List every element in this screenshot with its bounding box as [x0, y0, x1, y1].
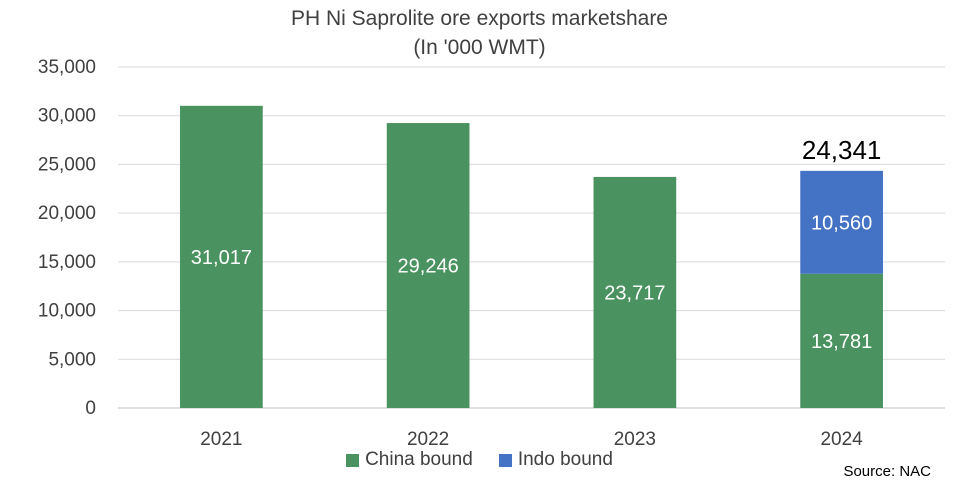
x-tick-label: 2022 — [407, 429, 449, 450]
y-tick-label: 0 — [85, 398, 96, 419]
data-labels: 31,017 29,246 23,717 13,781 10,560 24,341 — [191, 135, 882, 353]
bar-china-bound-2022 — [386, 123, 470, 409]
bar-indo-bound-2024 — [800, 170, 883, 274]
data-label: 23,717 — [604, 282, 665, 304]
data-label: 13,781 — [811, 331, 872, 353]
bar-china-bound-2023 — [593, 176, 677, 408]
legend-item-china-bound: China bound — [346, 449, 473, 471]
legend-swatch-indo-bound — [498, 453, 512, 467]
x-tick-label: 2023 — [614, 429, 656, 450]
bar-china-bound-2024 — [800, 273, 883, 408]
legend-label-china-bound: China bound — [365, 449, 473, 470]
chart-title: PH Ni Saprolite ore exports marketshare — [291, 7, 668, 30]
data-label: 29,246 — [398, 256, 459, 278]
legend-label-indo-bound: Indo bound — [517, 449, 613, 470]
source-note: Source: NAC — [843, 463, 931, 480]
data-label: 31,017 — [191, 247, 252, 269]
bar-china-bound-2021 — [180, 105, 263, 409]
bars — [180, 105, 883, 409]
y-tick-label: 20,000 — [38, 203, 96, 224]
x-tick-label: 2024 — [820, 429, 863, 450]
y-tick-label: 25,000 — [38, 154, 96, 175]
x-axis-tick-labels: 2021 2022 2023 2024 — [200, 429, 863, 450]
y-tick-label: 30,000 — [38, 106, 96, 127]
total-label: 24,341 — [802, 135, 882, 165]
y-tick-label: 5,000 — [48, 349, 96, 370]
legend-swatch-china-bound — [346, 453, 360, 467]
y-tick-label: 10,000 — [38, 301, 96, 322]
y-axis-tick-labels: 0 5,000 10,000 15,000 20,000 25,000 30,000 35,0… — [38, 57, 96, 419]
y-tick-label: 15,000 — [38, 252, 96, 273]
y-tick-label: 35,000 — [38, 57, 96, 78]
chart-subtitle: (In '000 WMT) — [413, 36, 546, 59]
data-label: 10,560 — [811, 212, 872, 234]
legend: China bound Indo bound — [0, 449, 959, 471]
legend-item-indo-bound: Indo bound — [498, 449, 613, 471]
x-tick-label: 2021 — [200, 429, 242, 450]
